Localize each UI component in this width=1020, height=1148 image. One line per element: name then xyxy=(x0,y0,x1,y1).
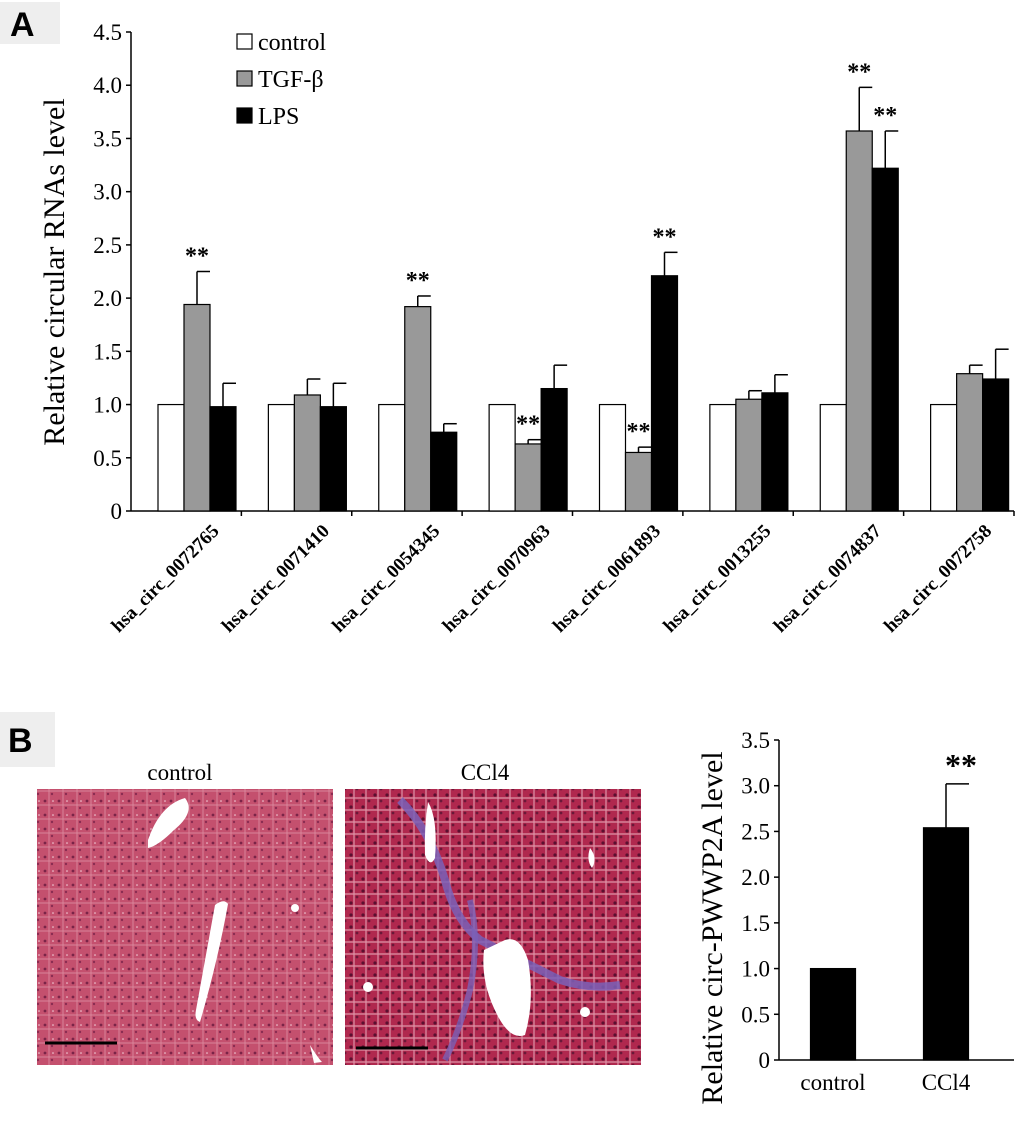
chart-b-y-tick-label: 2.5 xyxy=(741,819,770,844)
chart-a-significance: ** xyxy=(653,224,677,250)
vessel-shape xyxy=(483,939,531,1036)
chart-a-bar xyxy=(956,373,984,512)
chart-a-legend-swatch xyxy=(236,33,253,50)
chart-a-y-tick-label: 3.5 xyxy=(93,126,122,151)
chart-b-y-tick-label: 3.0 xyxy=(741,774,770,799)
chart-a-bar xyxy=(378,403,406,512)
chart-a-bar xyxy=(761,392,789,512)
chart-a-y-tick-label: 4.5 xyxy=(93,20,122,45)
chart-b-bar xyxy=(922,827,970,1061)
chart-a-bar xyxy=(982,378,1010,512)
chart-b-y-tick-label: 3.5 xyxy=(741,728,770,753)
chart-a-bar xyxy=(293,394,321,512)
chart-b: Relative circ-PWWP2A level 0 0.5 1.0 1.5 2.0… xyxy=(696,728,1014,1105)
chart-b-significance: ** xyxy=(945,747,977,783)
chart-a-y-tick-label: 2.0 xyxy=(93,286,122,311)
chart-b-y-tick-label: 0.5 xyxy=(741,1002,770,1027)
chart-b-bar xyxy=(809,967,857,1061)
chart-b-y-tick-label: 0 xyxy=(759,1048,771,1073)
chart-a-bar xyxy=(871,167,899,512)
chart-b-y-tick-label: 2.0 xyxy=(741,865,770,890)
vessel-shape xyxy=(195,901,228,1022)
chart-b-y-axis-label: Relative circ-PWWP2A level xyxy=(696,751,729,1104)
chart-a-y-tick-label: 0.5 xyxy=(93,446,122,471)
micrograph-ccl4-image xyxy=(345,789,641,1065)
chart-a-bar xyxy=(845,130,873,512)
chart-a-bar xyxy=(819,403,847,512)
chart-a: Relative circular RNAs level control TGF-… xyxy=(38,20,1015,637)
chart-a-significance: ** xyxy=(873,103,897,129)
chart-b-category-label: CCl4 xyxy=(922,1070,971,1095)
chart-a-significance: ** xyxy=(516,412,540,438)
chart-a-bar xyxy=(157,403,185,512)
chart-a-y-tick-label: 0 xyxy=(111,499,123,524)
chart-a-bar xyxy=(404,306,432,512)
chart-a-bar xyxy=(319,406,347,512)
chart-a-category-label: hsa_circ_0071410 xyxy=(218,521,334,637)
chart-a-legend-label: TGF-β xyxy=(258,67,324,93)
chart-a-bar xyxy=(430,431,458,512)
chart-b-y-tick-label: 1.5 xyxy=(741,911,770,936)
chart-a-bar xyxy=(183,303,211,512)
chart-a-legend: control TGF-β LPS xyxy=(236,30,326,130)
chart-a-category-label: hsa_circ_0070963 xyxy=(439,521,555,637)
chart-a-bar xyxy=(624,451,653,512)
chart-b-y-tick-label: 1.0 xyxy=(741,957,770,982)
micrograph-panel: control CCl4 xyxy=(37,760,641,1065)
chart-a-legend-swatch xyxy=(236,107,253,124)
chart-a-category-label: hsa_circ_0072758 xyxy=(880,521,996,637)
chart-a-significance: ** xyxy=(185,244,209,270)
chart-a-category-label: hsa_circ_0061893 xyxy=(549,521,665,637)
chart-a-y-tick-label: 4.0 xyxy=(93,73,122,98)
chart-a-significance: ** xyxy=(847,59,871,85)
chart-a-category-label: hsa_circ_0072765 xyxy=(107,521,223,637)
chart-a-legend-swatch xyxy=(236,70,253,87)
panel-b-label-bg xyxy=(0,712,55,767)
chart-a-bar xyxy=(598,403,627,512)
chart-a-category-label: hsa_circ_0013255 xyxy=(659,521,775,637)
panel-b-label: B xyxy=(8,722,33,760)
chart-a-y-tick-label: 1.0 xyxy=(93,393,122,418)
panel-a-label-bg xyxy=(0,2,60,44)
chart-a-bar xyxy=(650,275,679,512)
chart-a-bar xyxy=(514,443,542,512)
micrograph-control-image xyxy=(37,789,333,1065)
chart-a-legend-label: LPS xyxy=(258,104,299,130)
chart-a-legend-label: control xyxy=(258,30,326,56)
chart-a-significance: ** xyxy=(627,419,651,445)
chart-a-category-label: hsa_circ_0074837 xyxy=(770,520,886,636)
chart-a-significance: ** xyxy=(406,268,430,294)
chart-a-bar xyxy=(209,406,237,512)
chart-a-y-axis-label: Relative circular RNAs level xyxy=(38,98,71,445)
chart-a-bar xyxy=(735,398,763,512)
panel-a-label: A xyxy=(10,6,35,44)
chart-a-bar xyxy=(709,403,737,512)
micrograph-ccl4-title: CCl4 xyxy=(461,760,510,785)
chart-a-bar xyxy=(488,403,516,512)
chart-a-bar xyxy=(540,387,568,512)
chart-a-bar xyxy=(930,403,958,512)
chart-a-bar xyxy=(267,403,295,512)
chart-a-y-tick-label: 2.5 xyxy=(93,233,122,258)
chart-a-y-tick-label: 3.0 xyxy=(93,180,122,205)
chart-a-y-tick-label: 1.5 xyxy=(93,339,122,364)
chart-a-category-label: hsa_circ_0054345 xyxy=(328,521,444,637)
chart-b-category-label: control xyxy=(800,1070,865,1095)
vessel-shape xyxy=(148,798,189,848)
micrograph-control-title: control xyxy=(147,760,212,785)
